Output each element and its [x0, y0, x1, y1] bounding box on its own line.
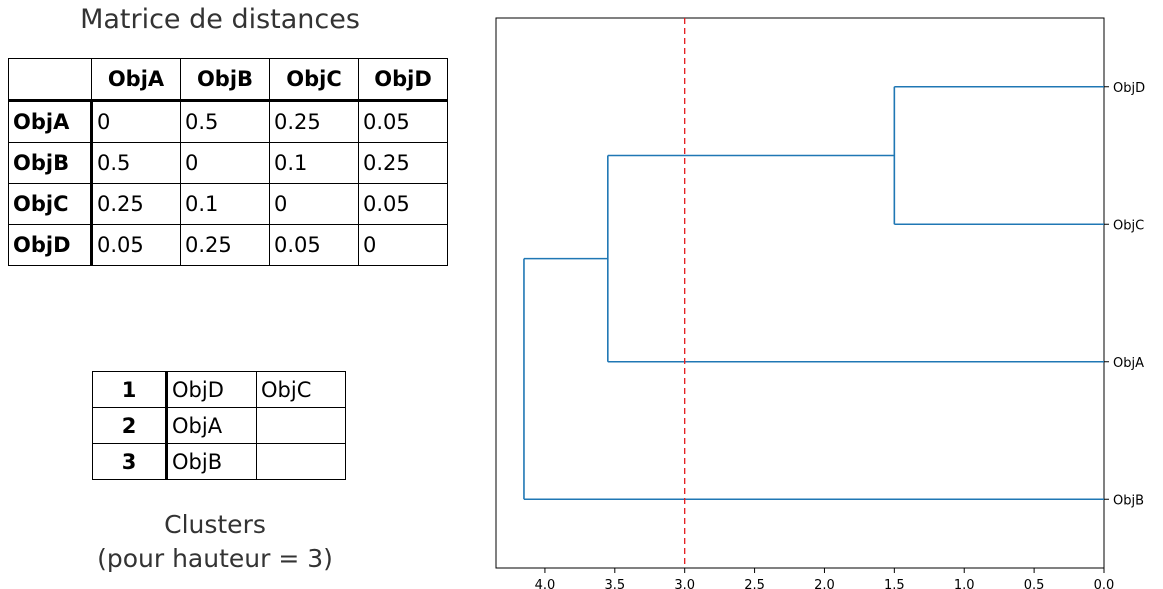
cluster-row: 2 ObjA	[92, 407, 346, 444]
x-tick-label: 3.5	[604, 578, 625, 589]
distance-cell: 0.25	[269, 100, 359, 143]
cluster-number: 3	[92, 443, 168, 480]
distance-cell: 0.5	[91, 142, 181, 184]
cluster-member	[256, 407, 346, 444]
cluster-caption-line1: Clusters	[164, 510, 266, 539]
plot-frame	[495, 17, 1105, 569]
dendrogram-lines	[523, 85, 1104, 501]
x-tick-label: 1.0	[954, 578, 975, 589]
distance-cell: 0.05	[358, 100, 448, 143]
distance-cell: 0	[358, 224, 448, 266]
distance-cell: 0.05	[91, 224, 181, 266]
distance-matrix-col-header: ObjC	[269, 58, 359, 102]
distance-matrix-row: ObjD 0.05 0.25 0.05 0	[8, 224, 448, 266]
distance-cell: 0.05	[358, 183, 448, 225]
x-axis-ticks: 4.0 3.5 3.0 2.5 2.0 1.5 1.0 0.5 0.0	[535, 568, 1115, 589]
cluster-member	[256, 443, 346, 480]
cluster-row: 1 ObjD ObjC	[92, 371, 346, 408]
distance-cell: 0	[269, 183, 359, 225]
x-tick-label: 0.0	[1094, 578, 1115, 589]
leaf-label: ObjD	[1113, 81, 1145, 96]
distance-matrix-row: ObjC 0.25 0.1 0 0.05	[8, 183, 448, 225]
cluster-table: 1 ObjD ObjC 2 ObjA 3 ObjB	[92, 371, 346, 480]
distance-matrix-col-header: ObjA	[91, 58, 181, 102]
cluster-number: 1	[92, 371, 168, 408]
distance-matrix-table: ObjA ObjB ObjC ObjD ObjA 0 0.5 0.25 0.05…	[8, 58, 448, 266]
distance-cell: 0.25	[358, 142, 448, 184]
distance-matrix-col-header: ObjB	[180, 58, 270, 102]
x-tick-label: 4.0	[535, 578, 556, 589]
cluster-caption: Clusters (pour hauteur = 3)	[70, 508, 360, 576]
leaf-label: ObjA	[1113, 356, 1144, 371]
x-tick-label: 2.5	[744, 578, 765, 589]
x-tick-label: 3.0	[674, 578, 695, 589]
cluster-row: 3 ObjB	[92, 443, 346, 480]
cluster-member: ObjD	[166, 371, 257, 408]
distance-matrix-row: ObjB 0.5 0 0.1 0.25	[8, 142, 448, 184]
distance-cell: 0.25	[180, 224, 270, 266]
distance-matrix-corner-cell	[8, 58, 92, 102]
leaf-label: ObjC	[1113, 218, 1144, 233]
distance-matrix-row-header: ObjA	[8, 100, 93, 143]
cluster-member: ObjC	[256, 371, 346, 408]
x-tick-label: 1.5	[884, 578, 905, 589]
distance-matrix-row-header: ObjB	[8, 142, 93, 184]
x-tick-label: 0.5	[1024, 578, 1045, 589]
distance-cell: 0.05	[269, 224, 359, 266]
distance-matrix-row-header: ObjD	[8, 224, 93, 266]
cluster-member: ObjB	[166, 443, 257, 480]
x-tick-label: 2.0	[814, 578, 835, 589]
cluster-caption-line2: (pour hauteur = 3)	[97, 544, 333, 573]
distance-matrix-title: Matrice de distances	[80, 4, 360, 35]
distance-matrix-header-row: ObjA ObjB ObjC ObjD	[8, 58, 448, 102]
leaf-labels: ObjD ObjC ObjA ObjB	[1104, 81, 1145, 508]
distance-matrix-col-header: ObjD	[358, 58, 448, 102]
leaf-label: ObjB	[1113, 493, 1144, 508]
distance-matrix-row: ObjA 0 0.5 0.25 0.05	[8, 100, 448, 143]
distance-cell: 0.25	[91, 183, 181, 225]
